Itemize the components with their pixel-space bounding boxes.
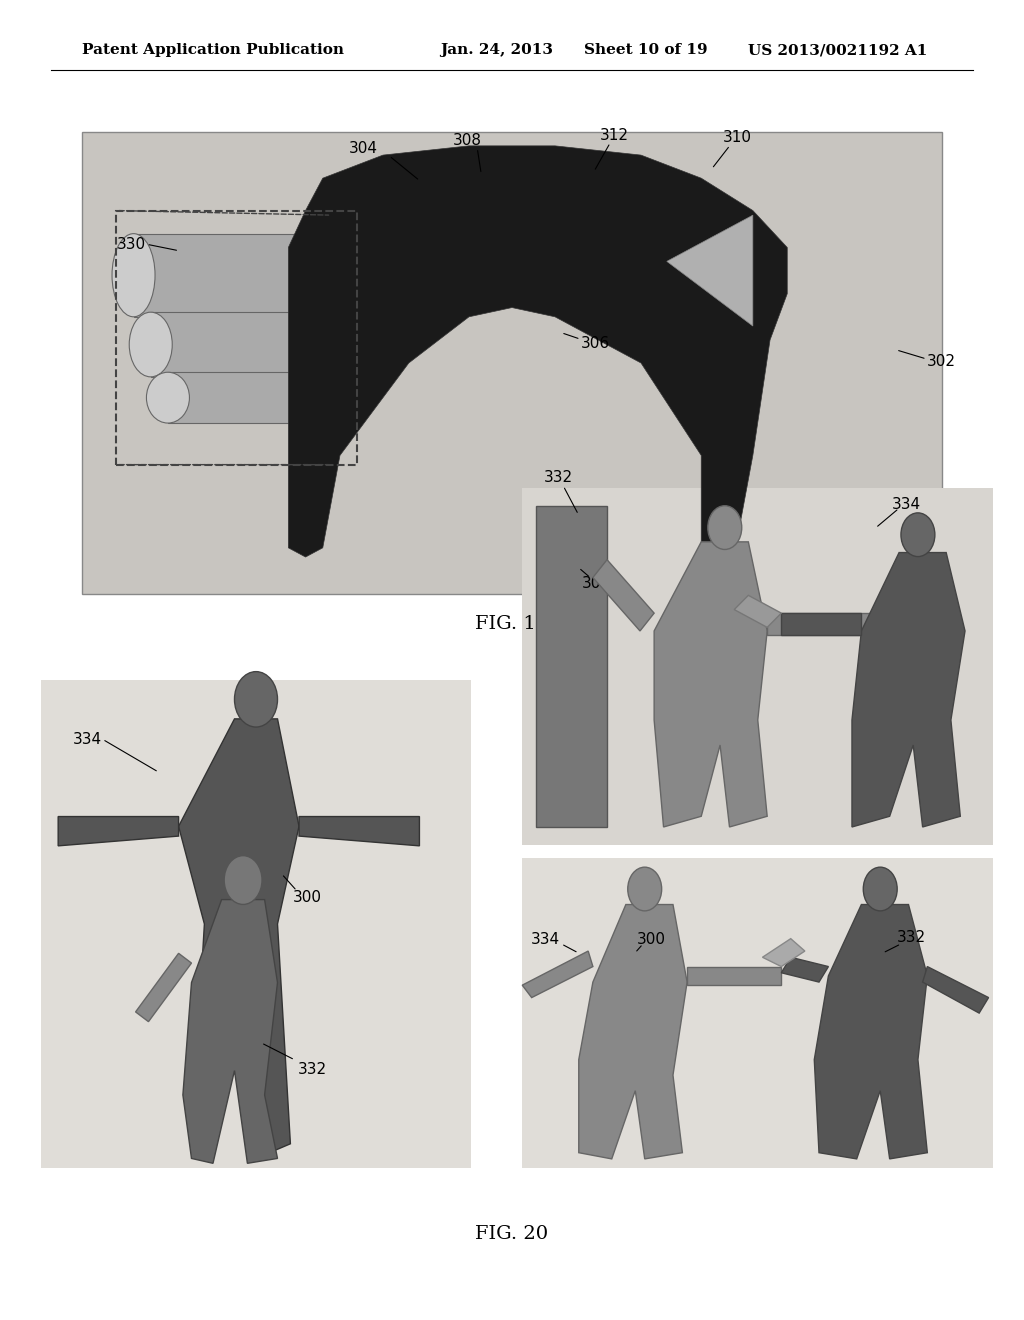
Bar xyxy=(537,507,607,826)
Polygon shape xyxy=(923,966,988,1014)
Polygon shape xyxy=(299,817,420,846)
Text: Patent Application Publication: Patent Application Publication xyxy=(82,44,344,57)
Polygon shape xyxy=(667,215,753,326)
Bar xyxy=(151,312,323,378)
Text: 332: 332 xyxy=(298,1061,327,1077)
Polygon shape xyxy=(289,147,787,557)
Ellipse shape xyxy=(129,312,172,378)
Text: 304: 304 xyxy=(349,141,378,156)
Circle shape xyxy=(708,506,741,549)
Polygon shape xyxy=(579,904,687,1159)
Text: 310: 310 xyxy=(723,131,752,145)
Text: 302: 302 xyxy=(927,354,955,370)
Polygon shape xyxy=(58,817,178,846)
Bar xyxy=(168,372,305,422)
Polygon shape xyxy=(767,612,876,635)
Circle shape xyxy=(901,513,935,557)
Polygon shape xyxy=(593,560,654,631)
Text: US 2013/0021192 A1: US 2013/0021192 A1 xyxy=(748,44,927,57)
Circle shape xyxy=(863,867,897,911)
Text: 312: 312 xyxy=(600,128,629,143)
Ellipse shape xyxy=(146,372,189,422)
Text: 300: 300 xyxy=(582,576,610,591)
Text: Sheet 10 of 19: Sheet 10 of 19 xyxy=(584,44,708,57)
Polygon shape xyxy=(763,939,805,966)
Text: 300: 300 xyxy=(637,932,666,948)
Bar xyxy=(133,234,340,317)
Text: 332: 332 xyxy=(897,929,926,945)
Text: 300: 300 xyxy=(293,890,322,906)
Text: FIG. 19: FIG. 19 xyxy=(475,615,549,634)
Bar xyxy=(522,488,993,845)
Polygon shape xyxy=(183,900,278,1163)
Bar xyxy=(82,132,942,594)
Bar xyxy=(41,680,471,1168)
Polygon shape xyxy=(687,966,781,985)
Circle shape xyxy=(224,855,262,904)
Text: 332: 332 xyxy=(544,470,572,486)
Text: 308: 308 xyxy=(453,133,481,148)
Circle shape xyxy=(234,672,278,727)
Text: FIG. 20: FIG. 20 xyxy=(475,1225,549,1243)
Circle shape xyxy=(628,867,662,911)
Polygon shape xyxy=(135,953,191,1022)
Polygon shape xyxy=(814,904,928,1159)
Text: 334: 334 xyxy=(531,932,560,948)
Polygon shape xyxy=(654,541,767,826)
Ellipse shape xyxy=(112,234,155,317)
Text: 334: 334 xyxy=(892,496,921,512)
Polygon shape xyxy=(734,595,781,627)
Text: Jan. 24, 2013: Jan. 24, 2013 xyxy=(440,44,553,57)
Text: 334: 334 xyxy=(73,731,101,747)
Polygon shape xyxy=(522,950,593,998)
Bar xyxy=(117,210,357,465)
Polygon shape xyxy=(781,612,861,635)
Polygon shape xyxy=(852,553,965,826)
Bar xyxy=(522,858,993,1168)
Polygon shape xyxy=(781,957,828,982)
Polygon shape xyxy=(178,719,299,1159)
Text: 306: 306 xyxy=(581,335,609,351)
Text: 330: 330 xyxy=(118,236,146,252)
